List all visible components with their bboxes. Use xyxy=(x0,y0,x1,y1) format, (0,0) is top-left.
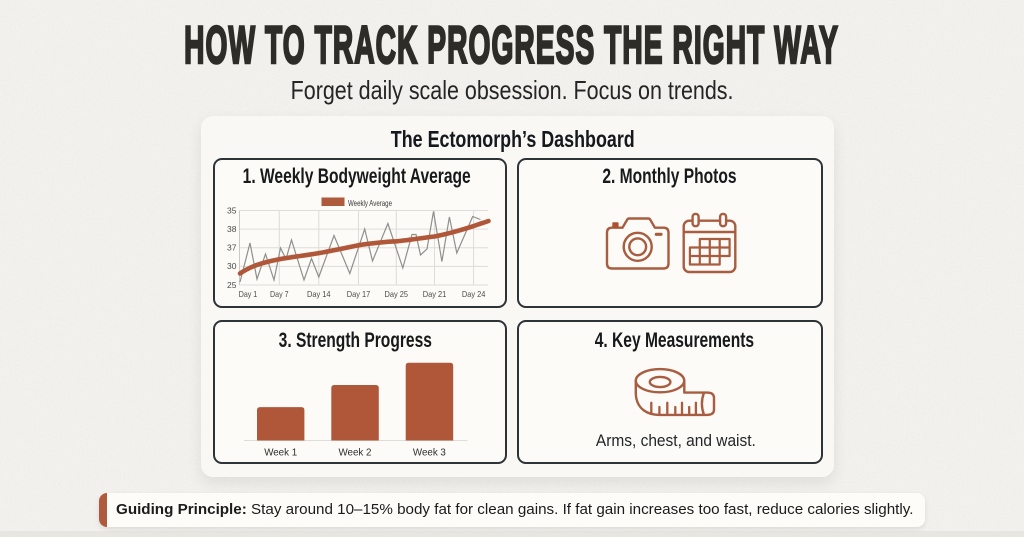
svg-text:Week 2: Week 2 xyxy=(339,447,372,459)
svg-text:Day 24: Day 24 xyxy=(462,289,486,299)
svg-text:Day 1: Day 1 xyxy=(239,289,258,299)
svg-text:Day 25: Day 25 xyxy=(385,289,409,299)
svg-text:Week 3: Week 3 xyxy=(413,447,446,459)
svg-text:Day 7: Day 7 xyxy=(270,289,289,299)
svg-text:Day 17: Day 17 xyxy=(347,289,371,299)
svg-text:38: 38 xyxy=(227,224,237,234)
svg-text:30: 30 xyxy=(227,261,237,271)
svg-text:Weekly Average: Weekly Average xyxy=(348,198,392,208)
svg-text:Day 21: Day 21 xyxy=(423,289,447,299)
svg-text:Week 1: Week 1 xyxy=(264,447,297,459)
svg-text:35: 35 xyxy=(227,205,237,215)
svg-text:Day 14: Day 14 xyxy=(307,289,331,299)
svg-text:25: 25 xyxy=(227,280,237,290)
svg-text:37: 37 xyxy=(227,243,237,253)
